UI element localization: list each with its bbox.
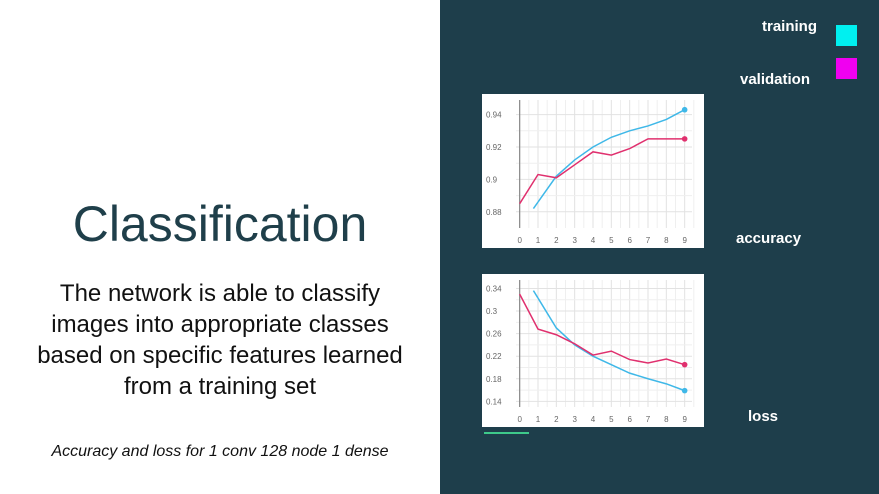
accuracy-ytick-label: 0.92 bbox=[486, 143, 502, 152]
accuracy-xtick-label: 6 bbox=[627, 236, 632, 245]
accuracy-xtick-label: 4 bbox=[591, 236, 596, 245]
accuracy-series-validation-end-point bbox=[681, 136, 688, 142]
slide-body-text: The network is able to classify images i… bbox=[37, 280, 403, 400]
loss-xtick-label: 1 bbox=[536, 415, 541, 424]
loss-xtick-label: 5 bbox=[609, 415, 614, 424]
loss-ytick-label: 0.22 bbox=[486, 352, 502, 361]
loss-series-training-end-point bbox=[681, 387, 688, 394]
loss-xtick-label: 2 bbox=[554, 415, 559, 424]
loss-xtick-label: 8 bbox=[664, 415, 669, 424]
accent-line bbox=[484, 432, 529, 434]
accuracy-ytick-label: 0.94 bbox=[486, 111, 502, 120]
slide-title: Classification bbox=[72, 196, 368, 252]
legend-training-swatch bbox=[836, 25, 857, 46]
loss-ytick-label: 0.14 bbox=[486, 397, 502, 406]
accuracy-ytick-label: 0.9 bbox=[486, 175, 498, 184]
loss-xtick-label: 3 bbox=[572, 415, 577, 424]
accuracy-chart: 0 1 2 3 4 5 6 7 8 9 0.88 0.9 0.92 0.94 bbox=[482, 94, 704, 248]
accuracy-xtick-label: 1 bbox=[536, 236, 541, 245]
legend-validation-label: validation bbox=[740, 71, 811, 88]
loss-ytick-label: 0.3 bbox=[486, 307, 498, 316]
loss-series-validation-line bbox=[519, 293, 685, 366]
accuracy-series-training-end-point bbox=[681, 106, 688, 113]
accuracy-series-training-lead-in bbox=[532, 201, 539, 209]
accuracy-xtick-label: 2 bbox=[554, 236, 559, 245]
loss-ytick-label: 0.18 bbox=[486, 375, 502, 384]
loss-xtick-label: 4 bbox=[591, 415, 596, 424]
loss-xtick-label: 9 bbox=[682, 415, 687, 424]
accuracy-series-validation-line bbox=[519, 138, 685, 205]
slide-caption: Accuracy and loss for 1 conv 128 node 1 … bbox=[51, 443, 389, 460]
loss-chart-svg: 0 1 2 3 4 5 6 7 8 9 0.14 0.18 0.22 0.26 0.3 0.34 bbox=[486, 280, 695, 424]
accuracy-xtick-label: 3 bbox=[572, 236, 577, 245]
accuracy-series-training-line bbox=[537, 109, 686, 203]
accuracy-xtick-label: 8 bbox=[664, 236, 669, 245]
loss-xtick-label: 7 bbox=[646, 415, 651, 424]
legend-validation-swatch bbox=[836, 58, 857, 79]
accuracy-ytick-label: 0.88 bbox=[486, 208, 502, 217]
slide-left-panel: Classification The network is able to cl… bbox=[37, 196, 403, 460]
accuracy-xtick-label: 9 bbox=[682, 236, 687, 245]
loss-series-validation-end-point bbox=[681, 361, 688, 368]
loss-series-training-line bbox=[537, 297, 685, 392]
loss-xtick-label: 0 bbox=[517, 415, 522, 424]
loss-xtick-label: 6 bbox=[627, 415, 632, 424]
loss-chart: 0 1 2 3 4 5 6 7 8 9 0.14 0.18 0.22 0.26 0.3 0.34 bbox=[482, 274, 704, 427]
loss-series-training-lead-in bbox=[532, 290, 539, 299]
accuracy-xtick-label: 7 bbox=[646, 236, 651, 245]
loss-ytick-label: 0.26 bbox=[486, 330, 502, 339]
accuracy-xtick-label: 5 bbox=[609, 236, 614, 245]
accuracy-label: accuracy bbox=[736, 230, 802, 247]
legend-training-label: training bbox=[762, 18, 817, 35]
loss-label: loss bbox=[748, 408, 779, 425]
accuracy-xtick-label: 0 bbox=[517, 236, 522, 245]
accuracy-chart-svg: 0 1 2 3 4 5 6 7 8 9 0.88 0.9 0.92 0.94 bbox=[486, 100, 695, 245]
loss-ytick-label: 0.34 bbox=[486, 284, 502, 293]
